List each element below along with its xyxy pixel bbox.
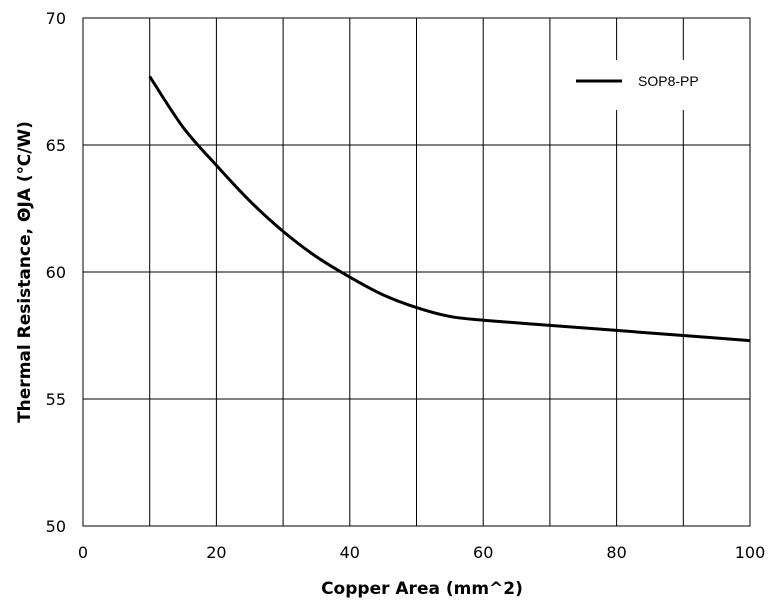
y-tick-label: 55 [46, 390, 66, 409]
y-axis-title: Thermal Resistance, ΘJA (℃/W) [15, 121, 35, 423]
plot-frame [82, 17, 751, 527]
y-tick-label: 70 [46, 9, 66, 28]
x-axis-title: Copper Area (mm^2) [321, 579, 523, 599]
y-tick-label: 60 [46, 263, 66, 282]
legend-box [562, 60, 702, 110]
x-tick-label: 0 [78, 543, 88, 562]
x-tick-label: 100 [735, 543, 766, 562]
series-layer [148, 75, 751, 343]
y-tick-label: 50 [46, 517, 66, 536]
y-tick-label: 65 [46, 136, 66, 155]
x-tick-label: 20 [206, 543, 226, 562]
x-tick-label: 80 [606, 543, 626, 562]
legend-label: SOP8-PP [638, 73, 699, 89]
legend: SOP8-PP [562, 60, 702, 110]
x-tick-label: 40 [340, 543, 360, 562]
series-line-sop8-pp [148, 75, 751, 343]
tick-labels: 0 20 40 60 80 100 50 55 60 65 70 [46, 9, 766, 562]
x-tick-label: 60 [473, 543, 493, 562]
